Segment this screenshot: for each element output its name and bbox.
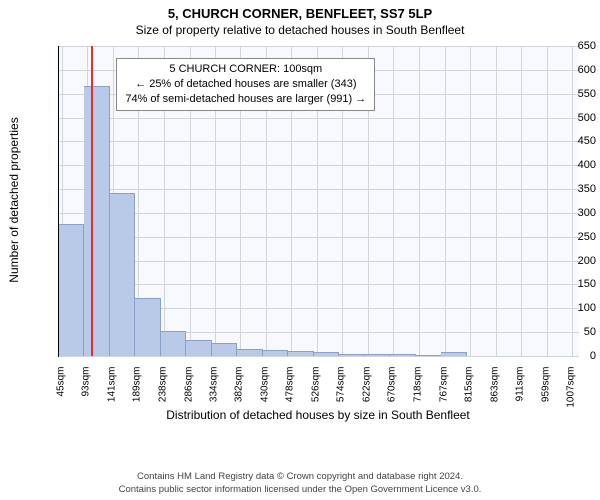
ytick-label: 50 [542, 326, 596, 338]
ytick-label: 100 [542, 302, 596, 314]
xtick-label: 959sqm [540, 367, 551, 412]
xtick-label: 622sqm [361, 367, 372, 412]
histogram-bar [237, 349, 262, 356]
histogram-bar [263, 350, 288, 356]
title-main: 5, CHURCH CORNER, BENFLEET, SS7 5LP [0, 0, 600, 21]
histogram-bar [135, 298, 160, 356]
histogram-bar [288, 351, 313, 356]
footer-line2: Contains public sector information licen… [0, 484, 600, 496]
xtick-label: 45sqm [55, 367, 66, 412]
histogram-bar [390, 354, 415, 356]
xtick-label: 526sqm [310, 367, 321, 412]
xtick-label: 767sqm [438, 367, 449, 412]
xtick-label: 574sqm [336, 367, 347, 412]
gridline-v [419, 46, 420, 356]
histogram-bar [186, 340, 211, 356]
info-box-line: 5 CHURCH CORNER: 100sqm [125, 62, 366, 77]
gridline-h [59, 189, 579, 190]
gridline-h [59, 46, 579, 47]
histogram-bar [84, 86, 109, 356]
xtick-label: 189sqm [132, 367, 143, 412]
ytick-label: 550 [542, 88, 596, 100]
ytick-label: 400 [542, 159, 596, 171]
ytick-label: 350 [542, 183, 596, 195]
histogram-bar [59, 224, 84, 356]
ytick-label: 450 [542, 135, 596, 147]
ytick-label: 300 [542, 207, 596, 219]
info-box-line: ← 25% of detached houses are smaller (34… [125, 77, 366, 92]
ytick-label: 200 [542, 255, 596, 267]
xtick-label: 911sqm [515, 367, 526, 412]
ytick-label: 150 [542, 278, 596, 290]
histogram-bar [416, 355, 441, 356]
title-sub: Size of property relative to detached ho… [0, 21, 600, 41]
xtick-label: 93sqm [81, 367, 92, 412]
ytick-label: 650 [542, 40, 596, 52]
histogram-bar [365, 354, 390, 356]
gridline-h [59, 284, 579, 285]
xtick-label: 478sqm [285, 367, 296, 412]
gridline-h [59, 165, 579, 166]
footer: Contains HM Land Registry data © Crown c… [0, 471, 600, 496]
xtick-label: 286sqm [183, 367, 194, 412]
info-box: 5 CHURCH CORNER: 100sqm← 25% of detached… [116, 58, 375, 111]
xtick-label: 718sqm [412, 367, 423, 412]
gridline-v [445, 46, 446, 356]
histogram-bar [339, 354, 364, 356]
histogram-bar [441, 352, 466, 356]
xtick-label: 430sqm [259, 367, 270, 412]
ytick-label: 0 [542, 350, 596, 362]
gridline-v [470, 46, 471, 356]
gridline-h [59, 213, 579, 214]
xtick-label: 141sqm [106, 367, 117, 412]
xtick-label: 1007sqm [566, 367, 577, 412]
xtick-label: 670sqm [387, 367, 398, 412]
xtick-label: 238sqm [158, 367, 169, 412]
chart-container: Number of detached properties Distributi… [0, 40, 600, 440]
histogram-bar [161, 331, 186, 356]
xtick-label: 382sqm [234, 367, 245, 412]
gridline-h [59, 356, 579, 357]
gridline-v [521, 46, 522, 356]
xtick-label: 815sqm [464, 367, 475, 412]
xtick-label: 863sqm [489, 367, 500, 412]
histogram-bar [314, 352, 339, 356]
info-box-line: 74% of semi-detached houses are larger (… [125, 92, 366, 107]
xtick-label: 334sqm [209, 367, 220, 412]
histogram-bar [212, 343, 237, 356]
gridline-v [393, 46, 394, 356]
gridline-h [59, 261, 579, 262]
gridline-h [59, 237, 579, 238]
footer-line1: Contains HM Land Registry data © Crown c… [0, 471, 600, 483]
gridline-v [496, 46, 497, 356]
gridline-h [59, 141, 579, 142]
y-axis-label: Number of detached properties [7, 100, 21, 300]
gridline-h [59, 118, 579, 119]
ytick-label: 500 [542, 112, 596, 124]
histogram-bar [110, 193, 135, 356]
ytick-label: 250 [542, 231, 596, 243]
ytick-label: 600 [542, 64, 596, 76]
marker-line [91, 46, 93, 356]
